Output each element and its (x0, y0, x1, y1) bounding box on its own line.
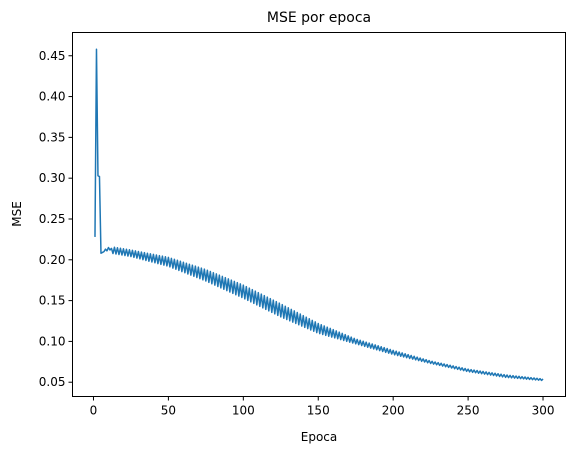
x-tick-label: 150 (307, 404, 330, 418)
x-axis-label: Epoca (301, 430, 338, 444)
y-tick-label: 0.15 (39, 294, 66, 308)
x-tick-label: 50 (161, 404, 176, 418)
y-tick-label: 0.05 (39, 375, 66, 389)
x-tick-label: 200 (382, 404, 405, 418)
y-tick-label: 0.45 (39, 49, 66, 63)
y-tick-label: 0.35 (39, 130, 66, 144)
y-tick-label: 0.20 (39, 253, 66, 267)
y-tick-label: 0.25 (39, 212, 66, 226)
x-tick-label: 300 (532, 404, 555, 418)
y-tick-label: 0.10 (39, 334, 66, 348)
y-axis-label: MSE (10, 201, 24, 227)
y-tick-label: 0.40 (39, 90, 66, 104)
x-tick-label: 100 (232, 404, 255, 418)
y-tick-label: 0.30 (39, 171, 66, 185)
x-tick-label: 250 (457, 404, 480, 418)
chart-title: MSE por epoca (267, 10, 371, 26)
x-tick-label: 0 (90, 404, 98, 418)
